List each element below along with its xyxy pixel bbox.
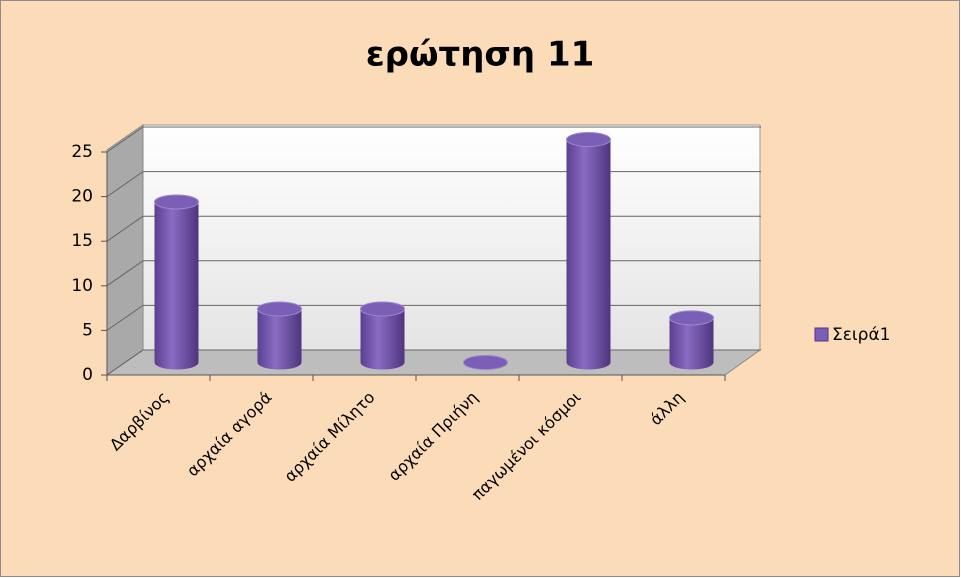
grid-line [106, 215, 144, 242]
legend-label: Σειρά1 [832, 325, 891, 345]
legend-swatch [814, 327, 829, 342]
grid-line [106, 126, 144, 153]
bar-part [257, 301, 302, 317]
y-tick-label: 10 [71, 276, 93, 296]
chart-title: ερώτηση 11 [366, 35, 595, 75]
bar-part [566, 139, 611, 370]
bar [566, 132, 611, 370]
bar-part [463, 355, 508, 370]
side-wall [106, 124, 144, 376]
bar [154, 194, 199, 370]
y-tick-label: 20 [71, 187, 93, 207]
y-tick-label: 5 [82, 320, 93, 340]
grid-line [106, 171, 144, 198]
bar-part [669, 310, 714, 326]
grid-line [106, 349, 144, 376]
bar [669, 310, 714, 370]
grid-line [106, 304, 144, 331]
bar-part [566, 132, 611, 147]
back-wall [142, 124, 761, 351]
bar [463, 355, 508, 370]
bar-part [154, 201, 199, 370]
bar-part [154, 194, 199, 210]
floor [105, 349, 762, 376]
bar-part [360, 308, 405, 370]
y-tick-label: 15 [71, 231, 93, 251]
grid-line [106, 260, 144, 287]
bar-part [257, 308, 302, 370]
bar-part [669, 317, 714, 370]
bar [257, 301, 302, 370]
y-tick-label: 25 [71, 142, 93, 162]
y-tick-label: 0 [82, 365, 93, 385]
bar [360, 301, 405, 370]
bar-part [360, 301, 405, 317]
